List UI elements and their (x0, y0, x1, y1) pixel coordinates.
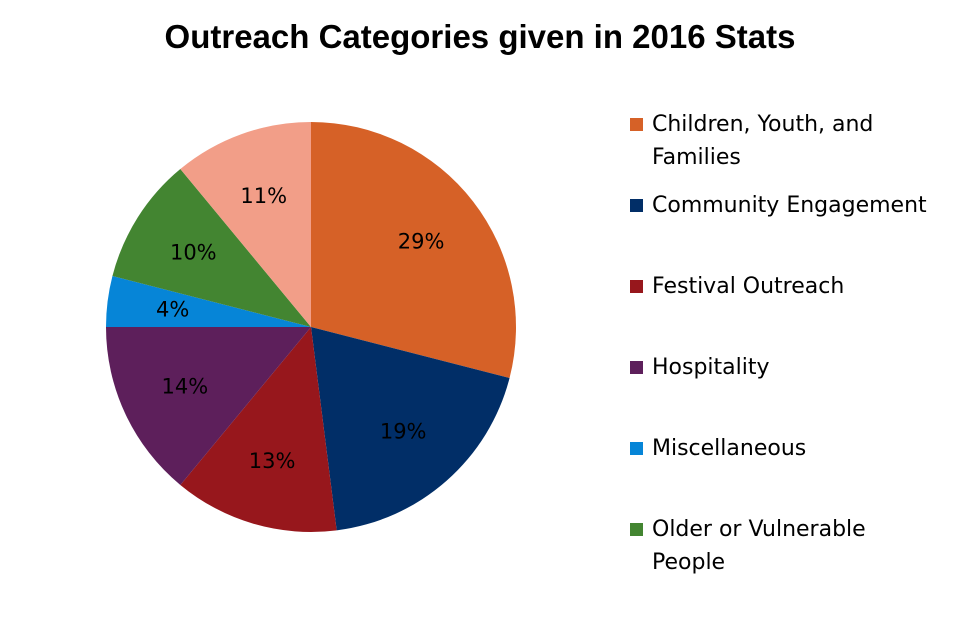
legend-item: Children, Youth, and Families (630, 108, 942, 174)
legend-label: Hospitality (652, 355, 770, 380)
legend-item: Festival Outreach (630, 270, 942, 303)
chart-title: Outreach Categories given in 2016 Stats (164, 18, 796, 55)
slice-label-5: 10% (170, 240, 217, 264)
legend-label: Older or Vulnerable People (652, 517, 866, 575)
slice-label-3: 14% (162, 374, 209, 398)
legend-item: Hospitality (630, 351, 942, 384)
legend-swatch (630, 361, 643, 374)
legend-item: Community Engagement (630, 189, 942, 222)
legend-swatch (630, 199, 643, 212)
legend-label: Community Engagement (652, 193, 927, 218)
slice-label-2: 13% (249, 449, 296, 473)
slice-label-1: 19% (380, 420, 427, 444)
legend-swatch (630, 118, 643, 131)
pie-slice-4 (106, 276, 311, 327)
legend-item: Older or Vulnerable People (630, 513, 942, 579)
pie-slice-1 (311, 327, 510, 531)
legend-swatch (630, 280, 643, 293)
legend-label: Miscellaneous (652, 436, 807, 461)
legend-swatch (630, 442, 643, 455)
legend-label: Festival Outreach (652, 274, 845, 299)
pie-slice-3 (106, 327, 311, 485)
pie-slice-5 (112, 169, 311, 327)
legend-swatch (630, 523, 643, 536)
slice-label-4: 4% (156, 298, 189, 322)
legend-item: Miscellaneous (630, 432, 942, 465)
legend-label: Children, Youth, and Families (652, 112, 874, 170)
slice-label-0: 29% (398, 230, 445, 254)
pie-slice-6 (180, 122, 311, 327)
pie-slice-2 (180, 327, 337, 532)
pie-slice-0 (311, 122, 516, 378)
slice-label-6: 11% (240, 184, 287, 208)
